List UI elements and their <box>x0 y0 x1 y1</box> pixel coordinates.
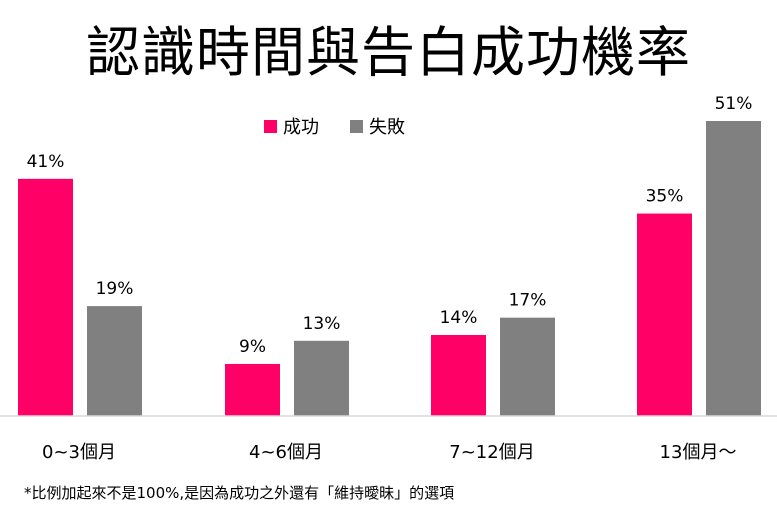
category-labels: 0~3個月 4~6個月 7~12個月 13個月～ <box>42 442 736 463</box>
data-label: 41% <box>27 152 65 172</box>
data-label: 19% <box>96 279 134 299</box>
data-label: 14% <box>440 308 478 328</box>
bar-success-1 <box>225 363 280 416</box>
category-label: 13個月～ <box>660 442 737 463</box>
category-label: 0~3個月 <box>42 442 116 463</box>
data-label: 9% <box>239 337 266 357</box>
footnote: *比例加起來不是100%,是因為成功之外還有「維持曖昧」的選項 <box>24 484 455 502</box>
bar-failure-3 <box>706 121 761 416</box>
chart-title: 認識時間與告白成功機率 <box>86 21 691 84</box>
legend-label: 成功 <box>283 117 319 138</box>
bars <box>18 121 761 416</box>
data-label: 35% <box>646 187 684 207</box>
data-label: 13% <box>303 314 341 334</box>
legend-label: 失敗 <box>369 117 405 138</box>
data-label: 51% <box>715 94 753 114</box>
legend-swatch-success <box>264 120 277 133</box>
category-label: 4~6個月 <box>249 442 323 463</box>
bar-success-2 <box>431 335 486 416</box>
legend: 成功 失敗 <box>264 117 405 138</box>
bar-success-0 <box>18 178 73 416</box>
value-labels: 41% 9% 14% 35% 19% 13% 17% 51% <box>27 94 753 357</box>
legend-swatch-failure <box>350 120 363 133</box>
bar-failure-2 <box>500 317 555 416</box>
data-label: 17% <box>509 291 547 311</box>
bar-success-3 <box>637 213 692 416</box>
bar-failure-1 <box>294 340 349 416</box>
bar-failure-0 <box>87 306 142 416</box>
category-label: 7~12個月 <box>449 442 534 463</box>
